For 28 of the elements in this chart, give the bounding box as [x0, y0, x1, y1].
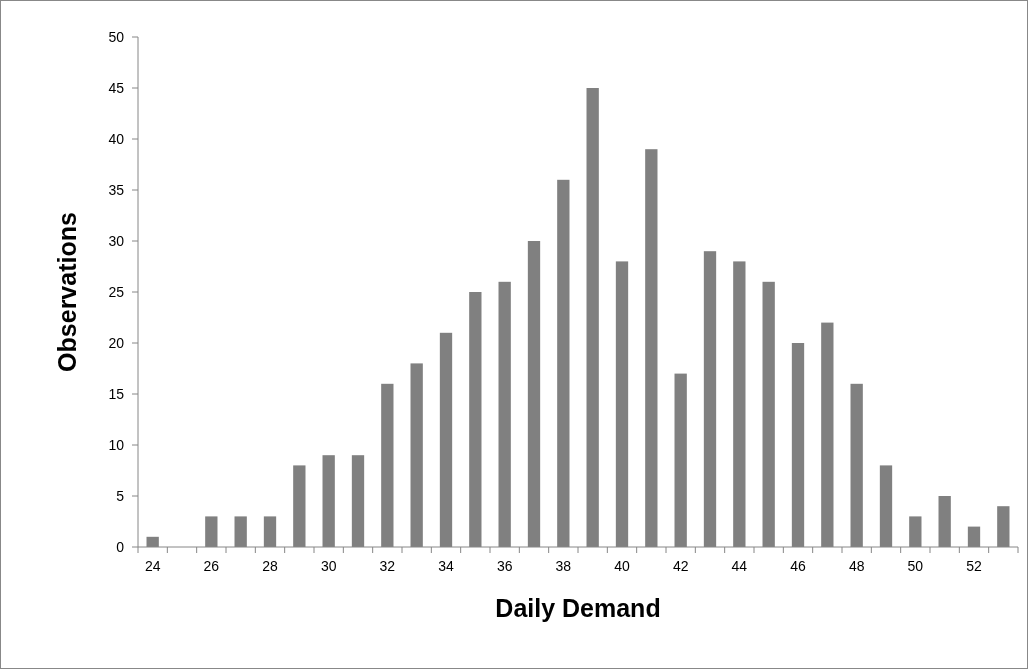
- x-tick-label: 52: [966, 558, 982, 574]
- y-tick-label: 0: [116, 538, 125, 555]
- x-tick-label: 34: [438, 558, 454, 574]
- x-tick-label: 24: [144, 558, 161, 574]
- x-tick-label: 44: [731, 558, 748, 574]
- x-tick-label: 38: [555, 558, 572, 574]
- y-tick-label: 30: [108, 232, 125, 249]
- x-tick-label: 32: [379, 558, 396, 574]
- x-tick-label: 48: [848, 558, 865, 574]
- x-tick-label: 30: [320, 558, 337, 574]
- y-tick-label: 35: [108, 181, 125, 198]
- y-tick-label: 40: [108, 130, 125, 147]
- x-tick-label: 40: [614, 558, 630, 574]
- y-tick-label: 20: [108, 334, 125, 351]
- y-axis-title: Observations: [53, 212, 81, 372]
- x-axis-title: Daily Demand: [495, 594, 661, 622]
- y-tick-label: 10: [108, 436, 125, 453]
- x-tick-label: 28: [262, 558, 278, 574]
- y-tick-label: 50: [108, 28, 125, 45]
- x-tick-label: 36: [496, 558, 513, 574]
- x-tick-label: 50: [907, 558, 924, 574]
- y-tick-label: 45: [108, 79, 125, 96]
- x-tick-label: 42: [672, 558, 689, 574]
- x-tick-label: 26: [203, 558, 220, 574]
- x-tick-label: 46: [790, 558, 806, 574]
- y-tick-label: 5: [116, 487, 125, 504]
- y-tick-label: 15: [108, 385, 125, 402]
- y-tick-label: 25: [108, 283, 125, 300]
